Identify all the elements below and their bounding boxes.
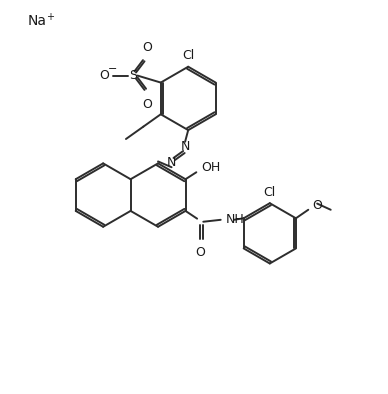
Text: O: O [99,69,109,82]
Text: S: S [129,69,137,82]
Text: NH: NH [225,213,244,226]
Text: Cl: Cl [182,49,194,62]
Text: OH: OH [202,161,221,174]
Text: Na: Na [28,14,47,28]
Text: +: + [46,12,54,22]
Text: O: O [143,98,152,111]
Text: Cl: Cl [264,186,276,199]
Text: O: O [143,41,152,54]
Text: N: N [180,140,190,153]
Text: N: N [167,156,176,169]
Text: O: O [312,199,322,212]
Text: O: O [195,247,205,260]
Text: −: − [108,64,118,74]
